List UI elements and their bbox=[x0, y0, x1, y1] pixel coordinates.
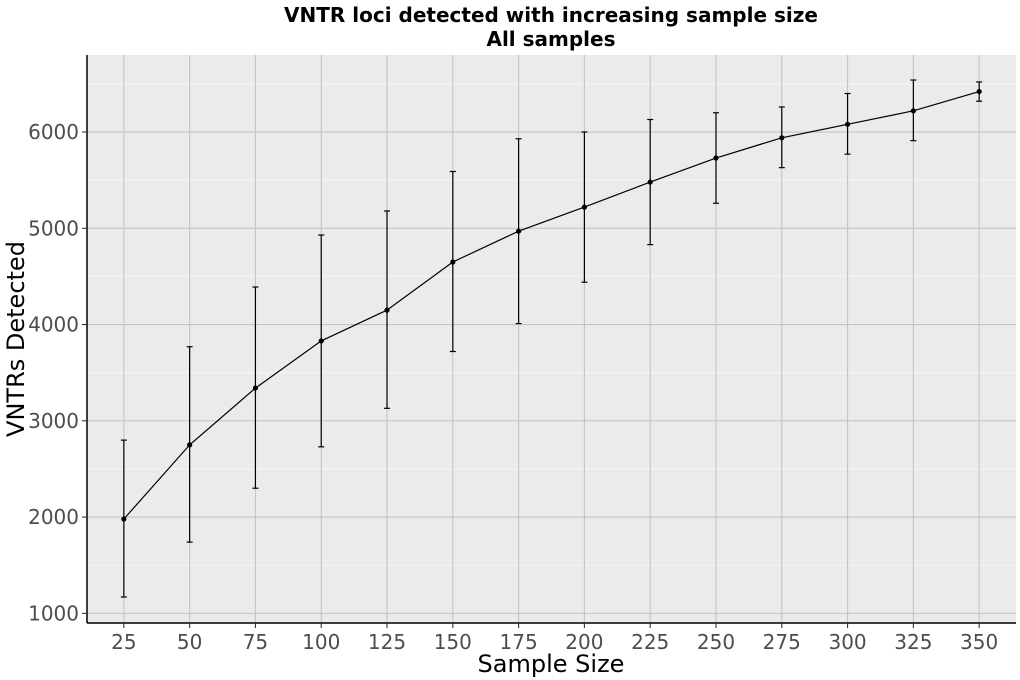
data-point bbox=[121, 516, 127, 522]
data-point bbox=[252, 385, 259, 391]
x-tick-label: 225 bbox=[631, 630, 669, 654]
y-tick-label: 4000 bbox=[28, 313, 79, 337]
y-tick-label: 3000 bbox=[28, 409, 79, 433]
data-point bbox=[318, 338, 324, 344]
x-tick-label: 100 bbox=[302, 630, 340, 654]
data-point bbox=[581, 204, 587, 210]
x-tick-label: 25 bbox=[111, 630, 136, 654]
y-axis-label: VNTRs Detected bbox=[2, 241, 30, 437]
x-tick-label: 300 bbox=[828, 630, 866, 654]
y-tick-label: 2000 bbox=[28, 505, 79, 529]
x-tick-label: 325 bbox=[894, 630, 932, 654]
data-point bbox=[713, 155, 719, 161]
chart-title: VNTR loci detected with increasing sampl… bbox=[284, 3, 818, 27]
data-point bbox=[384, 307, 390, 313]
data-points bbox=[121, 88, 982, 522]
y-tick-label: 1000 bbox=[28, 601, 79, 625]
data-point bbox=[516, 228, 522, 234]
chart-subtitle: All samples bbox=[486, 27, 615, 51]
y-tick-label: 5000 bbox=[28, 216, 79, 240]
y-axis-ticks: 1000 2000 3000 4000 5000 6000 bbox=[28, 120, 87, 625]
x-axis-label: Sample Size bbox=[478, 650, 625, 678]
minor-gridlines bbox=[87, 83, 1016, 566]
y-tick-label: 6000 bbox=[28, 120, 79, 144]
x-tick-label: 75 bbox=[243, 630, 268, 654]
series-line bbox=[123, 91, 980, 520]
plot-panel bbox=[87, 55, 1016, 623]
x-tick-label: 250 bbox=[697, 630, 735, 654]
x-tick-label: 200 bbox=[565, 630, 603, 654]
data-point bbox=[910, 108, 916, 114]
data-point bbox=[187, 442, 193, 448]
x-tick-label: 175 bbox=[500, 630, 538, 654]
x-tick-label: 275 bbox=[763, 630, 801, 654]
x-tick-label: 150 bbox=[434, 630, 472, 654]
x-tick-label: 125 bbox=[368, 630, 406, 654]
data-point bbox=[647, 179, 653, 185]
x-axis-ticks: 25 50 75 100 125 150 175 200 225 250 275 300 325 350 bbox=[111, 623, 998, 654]
x-tick-label: 50 bbox=[177, 630, 202, 654]
data-point bbox=[976, 88, 982, 95]
x-tick-label: 350 bbox=[960, 630, 998, 654]
data-point bbox=[779, 135, 785, 141]
data-point bbox=[450, 259, 456, 265]
data-point bbox=[844, 121, 851, 127]
